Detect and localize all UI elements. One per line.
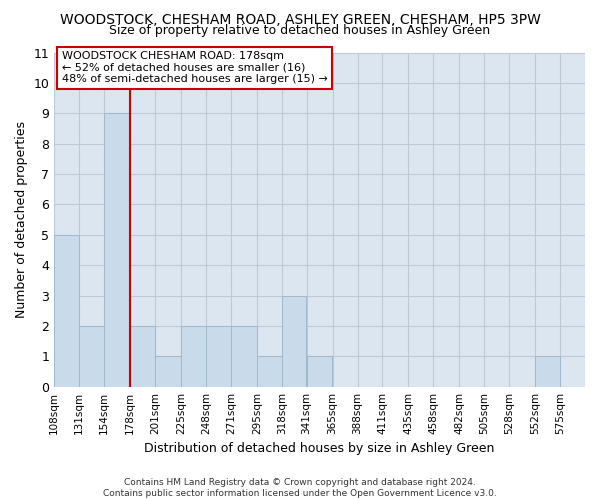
Bar (307, 356, 332, 386)
Bar (79, 326, 104, 386)
Bar (206, 326, 230, 386)
Bar (231, 326, 257, 386)
Y-axis label: Number of detached properties: Number of detached properties (15, 121, 28, 318)
X-axis label: Distribution of detached houses by size in Ashley Green: Distribution of detached houses by size … (145, 442, 495, 455)
Bar (181, 326, 206, 386)
Text: Size of property relative to detached houses in Ashley Green: Size of property relative to detached ho… (109, 24, 491, 37)
Bar (155, 356, 181, 386)
Text: Contains HM Land Registry data © Crown copyright and database right 2024.
Contai: Contains HM Land Registry data © Crown c… (103, 478, 497, 498)
Text: WOODSTOCK, CHESHAM ROAD, ASHLEY GREEN, CHESHAM, HP5 3PW: WOODSTOCK, CHESHAM ROAD, ASHLEY GREEN, C… (59, 12, 541, 26)
Bar (130, 326, 155, 386)
Bar (282, 296, 307, 386)
Bar (55, 235, 79, 386)
Bar (257, 356, 281, 386)
Bar (535, 356, 560, 386)
Text: WOODSTOCK CHESHAM ROAD: 178sqm
← 52% of detached houses are smaller (16)
48% of : WOODSTOCK CHESHAM ROAD: 178sqm ← 52% of … (62, 51, 328, 84)
Bar (104, 114, 130, 386)
